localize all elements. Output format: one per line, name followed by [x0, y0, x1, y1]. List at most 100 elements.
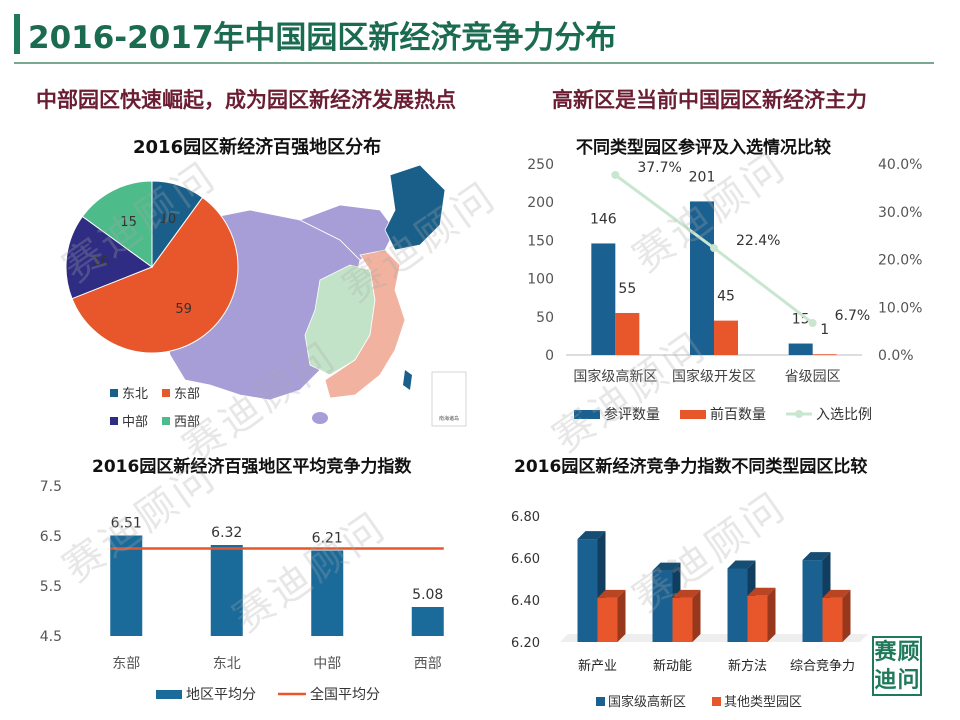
bar-data-label: 55 [618, 281, 636, 297]
y-tick-label: 4.5 [40, 629, 62, 645]
line-point [710, 244, 718, 253]
legend-swatch [596, 697, 605, 706]
legend-swatch [162, 389, 170, 397]
x-tick-label: 国家级高新区 [573, 368, 657, 385]
pie-slice [71, 196, 239, 354]
x-tick-label: 东北 [213, 656, 241, 672]
x-tick-label: 新产业 [578, 658, 617, 674]
y-tick-label: 50 [536, 310, 554, 326]
logo-char: 问 [897, 666, 920, 693]
x-tick-label: 省级园区 [785, 369, 841, 385]
combo-chart: 0 50 100 150 200 250 0.0% 10.0% 20.0% 30.0% 40.0% 国… [527, 157, 922, 423]
bar-3d-side [842, 589, 851, 642]
bar-3d-top [672, 589, 701, 598]
legend-label: 国家级高新区 [608, 694, 686, 710]
legend-label: 东北 [122, 387, 148, 402]
map-hainan [312, 412, 328, 424]
bar [714, 320, 738, 355]
bar-3d-front [802, 560, 823, 642]
x-tick-label: 中部 [313, 656, 341, 672]
y-tick-label: 6.60 [511, 552, 540, 567]
line-point [611, 170, 620, 179]
y-tick-label: 7.5 [40, 479, 62, 495]
title-bar: 2016-2017年中国园区新经济竞争力分布 [0, 0, 960, 68]
bar-data-label: 201 [689, 169, 716, 185]
pie-data-label: 15 [120, 215, 137, 230]
y-tick-label: 5.5 [40, 579, 62, 595]
bar-3d-top [577, 531, 606, 540]
bar-3d-front [652, 570, 673, 642]
y-tick-label: 250 [527, 157, 554, 173]
bar-data-label: 45 [717, 289, 735, 305]
line-data-label: 6.7% [835, 308, 871, 324]
y-tick-label: 6.40 [511, 594, 540, 609]
region-avg-bar-chart: 4.5 5.5 6.5 7.5 6.51 东部 6.32 东北 6.21 中部 5.08 西部地区平均… [40, 479, 444, 703]
headline-right: 高新区是当前中国园区新经济主力 [552, 88, 867, 112]
bar-3d-front [577, 539, 598, 642]
bar-data-label: 146 [590, 211, 617, 227]
bar-data-label: 1 [820, 322, 829, 338]
legend-marker [795, 410, 803, 418]
y-tick-label: 150 [527, 233, 554, 249]
bar-data-label: 6.32 [211, 525, 242, 541]
chart-floor [560, 634, 868, 642]
y-tick-label: 200 [527, 195, 554, 211]
x-tick-label: 国家级开发区 [672, 368, 756, 385]
bar-data-label: 5.08 [412, 587, 443, 603]
y-tick-label: 0 [545, 348, 554, 364]
legend-swatch [712, 697, 721, 706]
y-tick-label: 100 [527, 272, 554, 288]
map-northeast-region [384, 164, 446, 251]
pie-data-label: 59 [175, 302, 192, 317]
legend-label: 参评数量 [604, 406, 660, 423]
x-tick-label: 新方法 [728, 658, 767, 674]
legend-label: 前百数量 [710, 406, 766, 423]
y-tick-label: 6.5 [40, 529, 62, 545]
legend-swatch [574, 410, 600, 419]
legend-swatch [680, 410, 706, 419]
legend-swatch [162, 417, 170, 425]
bar [110, 535, 143, 636]
x-tick-label: 东部 [112, 656, 140, 672]
legend-label: 入选比例 [816, 407, 872, 423]
bar-3d-top [597, 589, 626, 598]
x-tick-label: 新动能 [653, 658, 692, 674]
pie-chart-title: 2016园区新经济百强地区分布 [133, 137, 382, 158]
legend-label: 其他类型园区 [724, 695, 802, 710]
logo-char: 顾 [897, 638, 920, 665]
bar-data-label: 6.51 [111, 516, 142, 532]
y2-tick-label: 40.0% [878, 157, 922, 173]
bar [311, 550, 344, 636]
legend-swatch [110, 389, 118, 397]
pie-slice [65, 215, 154, 300]
map-taiwan [403, 370, 412, 390]
bar-3d-top [747, 587, 776, 596]
line-point [808, 319, 817, 328]
line-data-label: 37.7% [637, 160, 681, 176]
pie-data-label: 16 [93, 255, 110, 270]
bar-3d-side [617, 589, 626, 642]
bar-3d-front [597, 597, 618, 642]
bar-3d-front [747, 595, 768, 642]
bar3d-chart-title: 2016园区新经济竞争力指数不同类型园区比较 [514, 457, 868, 477]
page-title: 2016-2017年中国园区新经济竞争力分布 [28, 20, 617, 56]
y-tick-label: 6.20 [511, 636, 540, 651]
bar-3d-side [767, 587, 776, 642]
map-east-region [324, 249, 406, 399]
logo-char: 迪 [874, 666, 897, 693]
logo-char: 赛 [874, 638, 897, 665]
legend-swatch [110, 417, 118, 425]
legend-label: 中部 [122, 415, 148, 430]
y2-tick-label: 30.0% [878, 205, 922, 221]
bar-3d-front [727, 568, 748, 642]
y2-tick-label: 0.0% [878, 348, 914, 364]
y2-tick-label: 20.0% [878, 253, 922, 269]
title-divider [14, 62, 934, 64]
line-data-label: 22.4% [736, 233, 780, 249]
headline-left: 中部园区快速崛起，成为园区新经济发展热点 [36, 88, 456, 112]
bar-3d-top [822, 589, 851, 598]
map-inset-box [431, 371, 467, 427]
bar [615, 312, 640, 355]
